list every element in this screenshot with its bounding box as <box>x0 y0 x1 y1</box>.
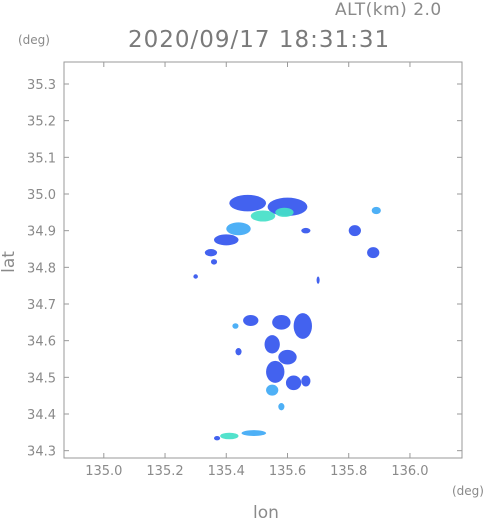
echo-cell-weak <box>243 315 259 326</box>
echo-cell-strong <box>220 432 239 440</box>
echo-cell-moderate <box>266 384 279 396</box>
x-tick-label: 135.6 <box>269 464 306 479</box>
echo-cell-weak <box>235 348 242 356</box>
y-axis-unit: (deg) <box>18 33 50 47</box>
echo-cell-weak <box>210 259 218 265</box>
echo-cell-weak <box>204 249 218 257</box>
y-tick-label: 34.4 <box>27 408 56 423</box>
echo-cell-weak <box>301 227 311 234</box>
echo-cell-weak <box>367 247 380 259</box>
echo-cell-weak <box>266 360 285 383</box>
y-tick-label: 34.7 <box>27 298 56 313</box>
y-tick-label: 35.2 <box>27 115 56 130</box>
echo-cell-weak <box>278 349 297 365</box>
echo-cell-weak <box>214 436 221 441</box>
y-tick-label: 34.6 <box>27 335 56 350</box>
chart-title-datetime: 2020/09/17 18:31:31 <box>128 27 391 53</box>
x-tick-label: 135.0 <box>85 464 122 479</box>
y-tick-label: 35.0 <box>27 188 56 203</box>
echo-cell-weak <box>229 194 267 212</box>
echo-cell-weak <box>301 375 311 387</box>
echo-cell-weak <box>264 335 280 354</box>
echo-cell-moderate <box>241 430 267 437</box>
echo-cell-weak <box>193 274 198 279</box>
echo-cell-moderate <box>232 323 239 329</box>
x-axis-unit: (deg) <box>452 484 484 498</box>
y-tick-label: 34.5 <box>27 371 56 386</box>
x-tick-label: 135.2 <box>146 464 183 479</box>
echo-cell-weak <box>293 313 312 339</box>
x-tick-label: 135.4 <box>208 464 245 479</box>
echo-cell-weak <box>214 234 239 246</box>
x-tick-label: 136.0 <box>391 464 428 479</box>
y-tick-label: 34.3 <box>27 445 56 460</box>
x-axis-label: lon <box>253 503 279 523</box>
x-tick-label: 135.8 <box>330 464 367 479</box>
altitude-label: ALT(km) 2.0 <box>335 0 442 20</box>
echo-cell-moderate <box>278 403 285 411</box>
y-tick-label: 34.9 <box>27 225 56 240</box>
echo-cell-moderate <box>226 222 251 236</box>
y-tick-label: 34.8 <box>27 261 56 276</box>
y-tick-label: 35.1 <box>27 151 56 166</box>
plot-frame <box>63 61 463 459</box>
tick-layer: 135.0 135.2 135.4 135.6 135.8 136.0 34.3 34.4 34… <box>27 62 462 479</box>
echo-cell-strong <box>250 210 276 222</box>
y-tick-label: 35.3 <box>27 78 56 93</box>
echo-cell-moderate <box>371 206 381 215</box>
echo-cell-weak <box>316 276 320 284</box>
echo-cell-strong <box>275 207 294 217</box>
echo-cell-weak <box>272 315 291 330</box>
echo-cell-weak <box>348 225 361 237</box>
echo-layer <box>193 194 381 441</box>
echo-cell-weak <box>285 375 302 391</box>
